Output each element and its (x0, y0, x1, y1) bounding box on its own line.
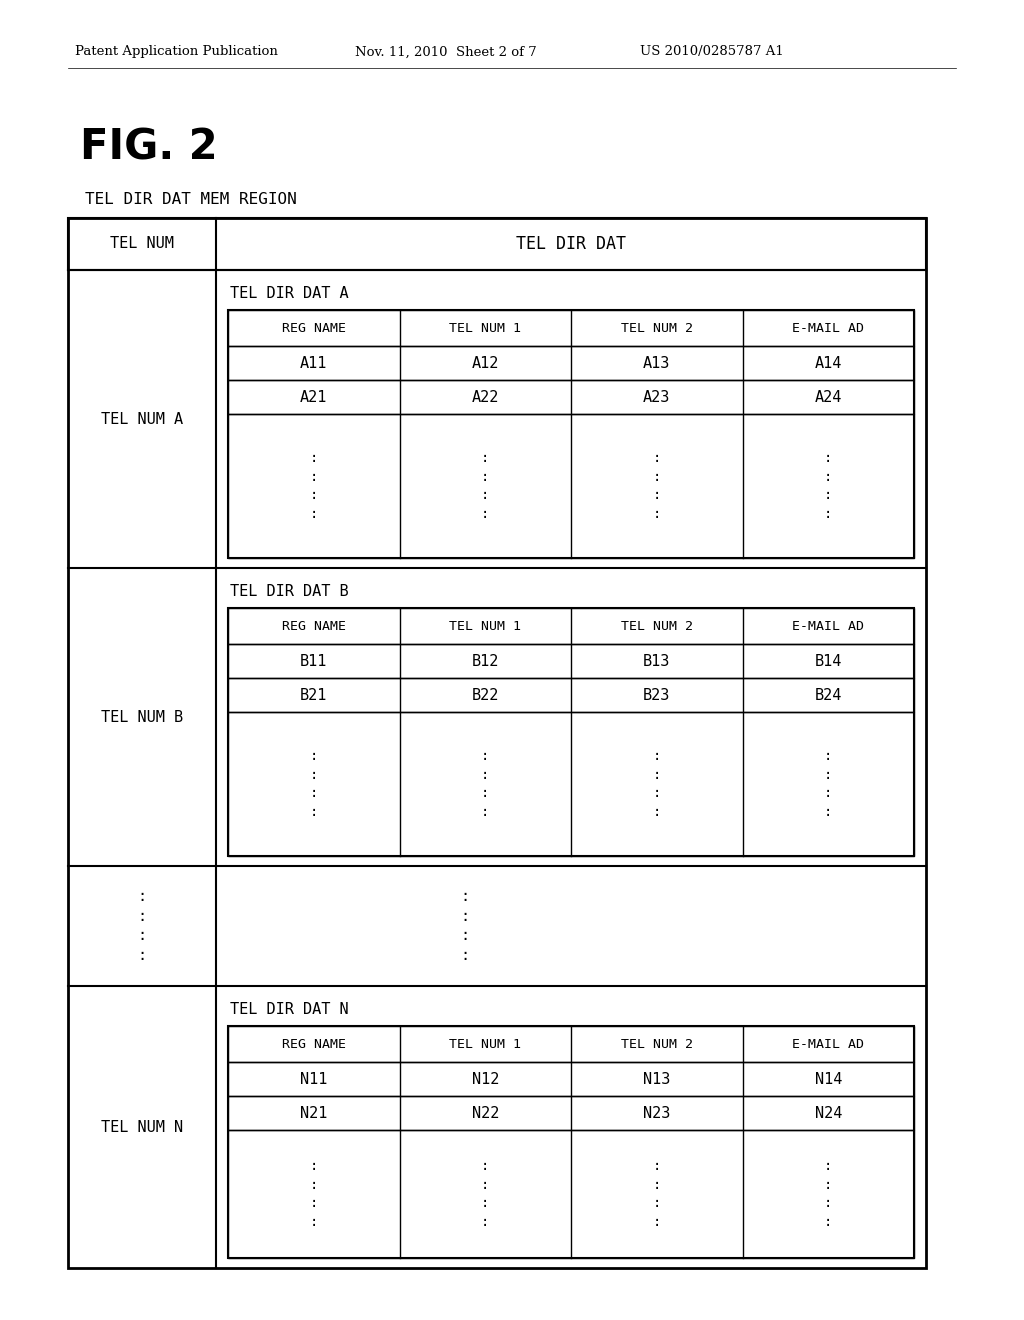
Text: A12: A12 (472, 355, 499, 371)
Text: TEL NUM 2: TEL NUM 2 (621, 619, 693, 632)
Text: :
:
:
:: : : : : (824, 1159, 833, 1229)
Text: Patent Application Publication: Patent Application Publication (75, 45, 278, 58)
Text: TEL NUM 2: TEL NUM 2 (621, 322, 693, 334)
Text: N23: N23 (643, 1106, 671, 1121)
Bar (228, 310, 914, 558)
Bar (228, 1026, 914, 1063)
Bar (228, 609, 914, 644)
Text: B13: B13 (643, 653, 671, 668)
Text: A23: A23 (643, 389, 671, 404)
Text: :
:
:
:: : : : : (309, 1159, 317, 1229)
Text: TEL NUM: TEL NUM (110, 236, 174, 252)
Text: TEL DIR DAT N: TEL DIR DAT N (230, 1002, 348, 1016)
Text: TEL NUM 2: TEL NUM 2 (621, 1038, 693, 1051)
Bar (228, 1096, 914, 1130)
Text: TEL NUM A: TEL NUM A (101, 412, 183, 426)
Text: N12: N12 (472, 1072, 499, 1086)
Bar (228, 380, 914, 414)
Text: A24: A24 (814, 389, 842, 404)
Text: B24: B24 (814, 688, 842, 702)
Text: Nov. 11, 2010  Sheet 2 of 7: Nov. 11, 2010 Sheet 2 of 7 (355, 45, 537, 58)
Bar (228, 1063, 914, 1096)
Text: REG NAME: REG NAME (282, 1038, 346, 1051)
Bar (228, 678, 914, 711)
Bar (228, 414, 914, 558)
Text: :
:
:
:: : : : : (824, 451, 833, 520)
Text: :
:
:
:: : : : : (824, 750, 833, 818)
Text: REG NAME: REG NAME (282, 322, 346, 334)
Bar (228, 346, 914, 380)
Text: B23: B23 (643, 688, 671, 702)
Text: A21: A21 (300, 389, 328, 404)
Text: A13: A13 (643, 355, 671, 371)
Text: US 2010/0285787 A1: US 2010/0285787 A1 (640, 45, 783, 58)
Text: B21: B21 (300, 688, 328, 702)
Bar (228, 1026, 914, 1258)
Bar (228, 1130, 914, 1258)
Text: A14: A14 (814, 355, 842, 371)
Text: TEL DIR DAT B: TEL DIR DAT B (230, 583, 348, 599)
Text: N24: N24 (814, 1106, 842, 1121)
Text: :
:
:
:: : : : : (652, 1159, 660, 1229)
Text: N22: N22 (472, 1106, 499, 1121)
Text: :
:
:
:: : : : : (481, 451, 489, 520)
Text: TEL NUM B: TEL NUM B (101, 710, 183, 725)
Text: N21: N21 (300, 1106, 328, 1121)
Text: TEL NUM N: TEL NUM N (101, 1119, 183, 1134)
Text: N13: N13 (643, 1072, 671, 1086)
Bar (228, 644, 914, 678)
Text: E-MAIL AD: E-MAIL AD (793, 619, 864, 632)
Text: B11: B11 (300, 653, 328, 668)
Bar (228, 609, 914, 855)
Text: B12: B12 (472, 653, 499, 668)
Text: :
:
:
:: : : : : (481, 1159, 489, 1229)
Text: TEL DIR DAT MEM REGION: TEL DIR DAT MEM REGION (85, 193, 297, 207)
Text: TEL DIR DAT A: TEL DIR DAT A (230, 286, 348, 301)
Text: A22: A22 (472, 389, 499, 404)
Bar (68, 218, 926, 1269)
Text: TEL DIR DAT: TEL DIR DAT (516, 235, 626, 253)
Text: :
:
:
:: : : : : (309, 750, 317, 818)
Bar (228, 711, 914, 855)
Text: :
:
:
:: : : : : (481, 750, 489, 818)
Text: E-MAIL AD: E-MAIL AD (793, 322, 864, 334)
Text: A11: A11 (300, 355, 328, 371)
Text: :
:
:
:: : : : : (309, 451, 317, 520)
Text: :
:
:
:: : : : : (652, 451, 660, 520)
Text: TEL NUM 1: TEL NUM 1 (450, 1038, 521, 1051)
Text: :
:
:
:: : : : : (137, 888, 146, 964)
Text: FIG. 2: FIG. 2 (80, 127, 218, 169)
Text: REG NAME: REG NAME (282, 619, 346, 632)
Bar (228, 310, 914, 346)
Text: B22: B22 (472, 688, 499, 702)
Bar (68, 218, 926, 271)
Text: :
:
:
:: : : : : (652, 750, 660, 818)
Text: TEL NUM 1: TEL NUM 1 (450, 619, 521, 632)
Text: E-MAIL AD: E-MAIL AD (793, 1038, 864, 1051)
Text: :
:
:
:: : : : : (460, 888, 469, 964)
Text: N14: N14 (814, 1072, 842, 1086)
Text: TEL NUM 1: TEL NUM 1 (450, 322, 521, 334)
Text: N11: N11 (300, 1072, 328, 1086)
Text: B14: B14 (814, 653, 842, 668)
